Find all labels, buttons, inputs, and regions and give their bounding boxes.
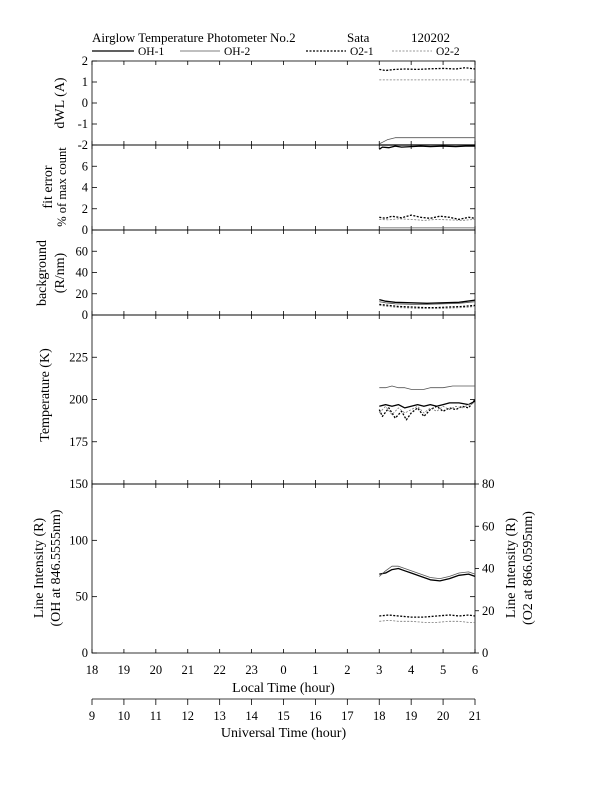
local-time-tick-label: 3: [376, 663, 382, 677]
local-time-tick-label: 6: [472, 663, 478, 677]
legend: OH-1 OH-2 O2-1 O2-2: [92, 46, 460, 58]
series-line-o2-1: [379, 614, 476, 618]
y-tick-label-right: 60: [482, 519, 495, 533]
y-tick-label-right: 80: [482, 477, 495, 491]
series-line-oh-2: [379, 137, 475, 145]
universal-time-tick-label: 18: [373, 709, 386, 723]
y-tick-label: 175: [69, 435, 88, 449]
intensity-right-axis-subtitle: (O2 at 866.0595nm): [521, 511, 536, 625]
y-tick-label-right: 0: [482, 646, 488, 660]
universal-time-tick-label: 16: [309, 709, 322, 723]
y-tick-label: 20: [76, 287, 89, 301]
local-time-tick-label: 23: [245, 663, 258, 677]
intensity-axis-subtitle: (OH at 846.5555nm): [49, 509, 64, 626]
y-tick-label: -2: [78, 138, 88, 152]
local-time-tick-label: 5: [440, 663, 446, 677]
universal-time-tick-label: 11: [150, 709, 162, 723]
series-line-o2-2: [379, 619, 475, 623]
universal-time-tick-label: 15: [277, 709, 290, 723]
local-time-tick-label: 0: [280, 663, 286, 677]
series-line-oh-2: [379, 301, 476, 305]
panel-dwl-frame: [91, 60, 476, 146]
station-name: Sata: [347, 30, 370, 45]
series-line-oh-2: [379, 385, 475, 390]
y-tick-label: 60: [76, 244, 89, 258]
universal-time-tick-label: 17: [341, 709, 354, 723]
local-time-tick-label: 22: [213, 663, 226, 677]
y-tick-label: 2: [82, 54, 88, 68]
axis-ticks: [91, 60, 479, 654]
legend-label-oh2: OH-2: [224, 46, 250, 58]
panel-intensity-frame: [91, 483, 476, 654]
universal-time-tick-label: 13: [213, 709, 226, 723]
y-tick-label: -1: [78, 117, 88, 131]
fit-error-axis-subtitle: % of max count: [55, 147, 69, 227]
series-line-o2-1: [379, 214, 476, 221]
universal-time-tick-label: 10: [118, 709, 131, 723]
series-line-oh-1: [379, 567, 476, 582]
universal-time-axis-title: Universal Time (hour): [221, 726, 347, 741]
x-axes: [91, 698, 476, 705]
y-tick-label: 0: [82, 96, 88, 110]
legend-label-oh1: OH-1: [138, 46, 164, 58]
universal-time-tick-label: 12: [182, 709, 195, 723]
y-tick-label: 0: [82, 646, 88, 660]
y-tick-label: 225: [69, 350, 88, 364]
local-time-axis-title: Local Time (hour): [232, 681, 335, 696]
y-tick-label: 6: [82, 159, 88, 173]
local-time-tick-label: 4: [408, 663, 415, 677]
local-time-tick-label: 20: [150, 663, 163, 677]
background-axis-unit: (R/nm): [53, 252, 68, 293]
local-time-tick-label: 19: [118, 663, 131, 677]
local-time-tick-label: 1: [312, 663, 318, 677]
local-time-tick-label: 21: [182, 663, 195, 677]
dwl-axis-title: dWL (A): [53, 77, 68, 129]
y-tick-label: 0: [82, 308, 88, 322]
local-time-tick-label: 2: [344, 663, 350, 677]
local-time-tick-label: 18: [86, 663, 99, 677]
y-tick-label-right: 40: [482, 562, 495, 576]
background-axis-title: background: [35, 240, 50, 306]
universal-time-tick-label: 19: [405, 709, 418, 723]
universal-time-tick-label: 21: [469, 709, 482, 723]
series-line-o2-2: [379, 402, 476, 416]
panel-fit-error-frame: [91, 144, 476, 231]
series-line-oh-1: [379, 298, 476, 304]
temperature-axis-title: Temperature (K): [38, 348, 53, 442]
y-tick-label: 150: [69, 477, 88, 491]
y-tick-label: 100: [69, 533, 88, 547]
y-tick-label: 0: [82, 223, 88, 237]
y-tick-label: 50: [76, 590, 89, 604]
y-tick-label: 200: [69, 393, 88, 407]
fit-error-axis-title: fit error: [41, 165, 56, 208]
y-tick-label: 4: [82, 181, 89, 195]
panel-temperature-frame: [91, 314, 476, 485]
y-tick-label: 1: [82, 75, 88, 89]
legend-label-o22: O2-2: [436, 46, 460, 58]
series-line-o2-1: [378, 399, 476, 421]
universal-time-tick-label: 14: [245, 709, 258, 723]
y-tick-label-right: 20: [482, 604, 495, 618]
series-line-o2-1: [379, 303, 476, 309]
series-line-oh-1: [378, 145, 475, 150]
universal-time-tick-label: 9: [89, 709, 95, 723]
series-line-oh-2: [379, 565, 476, 579]
universal-time-tick-label: 20: [437, 709, 450, 723]
panel-background-frame: [91, 229, 476, 316]
legend-label-o21: O2-1: [350, 46, 374, 58]
intensity-axis-title: Line Intensity (R): [32, 518, 47, 619]
y-tick-label: 2: [82, 202, 88, 216]
series-line-o2-1: [379, 67, 476, 72]
series-line-oh-1: [379, 400, 476, 409]
data-series: [378, 67, 476, 623]
series-line-o2-2: [379, 218, 476, 221]
series-line-o2-2: [379, 305, 476, 310]
date-label: 120202: [411, 30, 450, 45]
y-tick-label: 40: [76, 266, 89, 280]
axis-labels: -2-1012024602040601752002250501001500204…: [69, 54, 494, 723]
figure-title: Airglow Temperature Photometer No.2: [92, 30, 296, 45]
intensity-right-axis-title: Line Intensity (R): [504, 518, 519, 619]
